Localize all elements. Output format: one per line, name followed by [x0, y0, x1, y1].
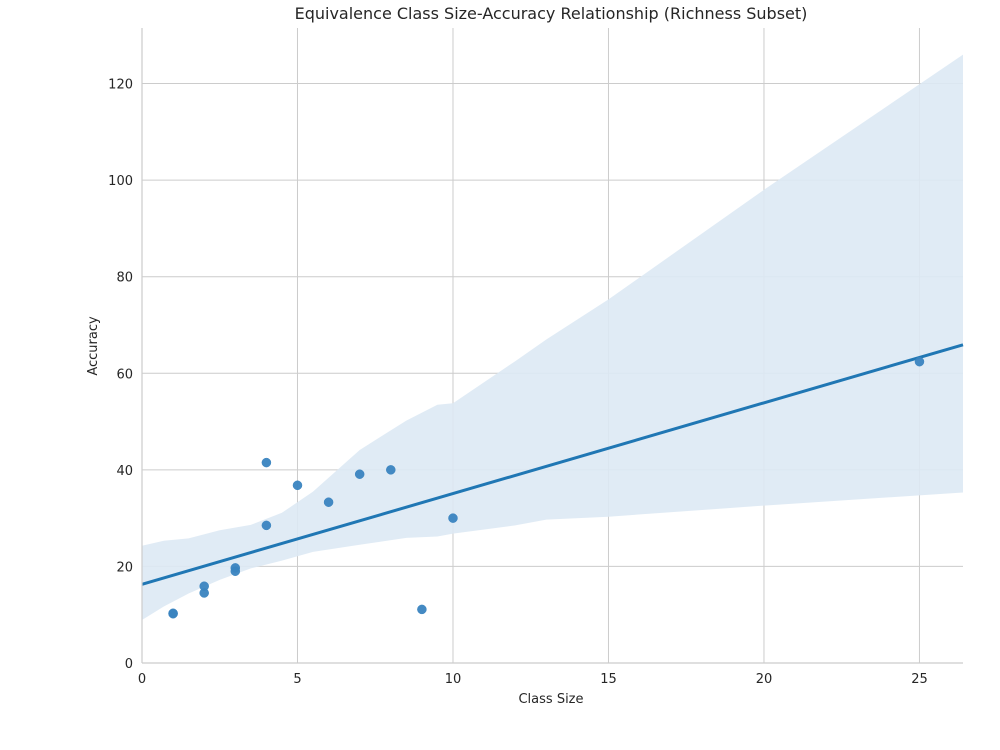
data-point — [386, 465, 396, 475]
chart-title: Equivalence Class Size-Accuracy Relation… — [295, 4, 808, 23]
x-tick-label: 5 — [293, 672, 301, 687]
data-point — [914, 356, 925, 367]
y-tick-label: 60 — [116, 367, 133, 382]
x-tick-label: 20 — [756, 672, 773, 687]
data-point — [199, 588, 209, 598]
x-tick-label: 0 — [138, 672, 146, 687]
x-tick-labels: 0 5 10 15 20 25 — [138, 672, 928, 687]
axes — [141, 28, 963, 664]
data-point — [354, 469, 365, 479]
data-point — [323, 497, 334, 507]
y-axis-label: Accuracy — [86, 316, 101, 376]
x-axis-label: Class Size — [518, 692, 583, 707]
data-point — [448, 513, 458, 523]
confidence-band — [142, 54, 963, 621]
x-tick-label: 25 — [911, 672, 928, 687]
data-point — [292, 480, 303, 491]
y-tick-labels: 0 20 40 60 80 100 120 — [108, 78, 133, 672]
data-point — [417, 604, 427, 615]
regression-line — [141, 343, 964, 586]
data-points — [168, 356, 925, 619]
y-tick-label: 80 — [116, 271, 133, 286]
data-point — [261, 457, 272, 468]
data-point — [230, 566, 241, 577]
data-point — [261, 520, 272, 531]
y-tick-label: 120 — [108, 78, 133, 93]
y-tick-label: 0 — [125, 657, 133, 672]
y-tick-label: 40 — [116, 464, 133, 479]
y-tick-label: 100 — [108, 174, 133, 189]
x-tick-label: 15 — [600, 672, 617, 687]
x-tick-label: 10 — [445, 672, 462, 687]
y-tick-label: 20 — [116, 560, 133, 575]
data-point — [168, 608, 178, 619]
